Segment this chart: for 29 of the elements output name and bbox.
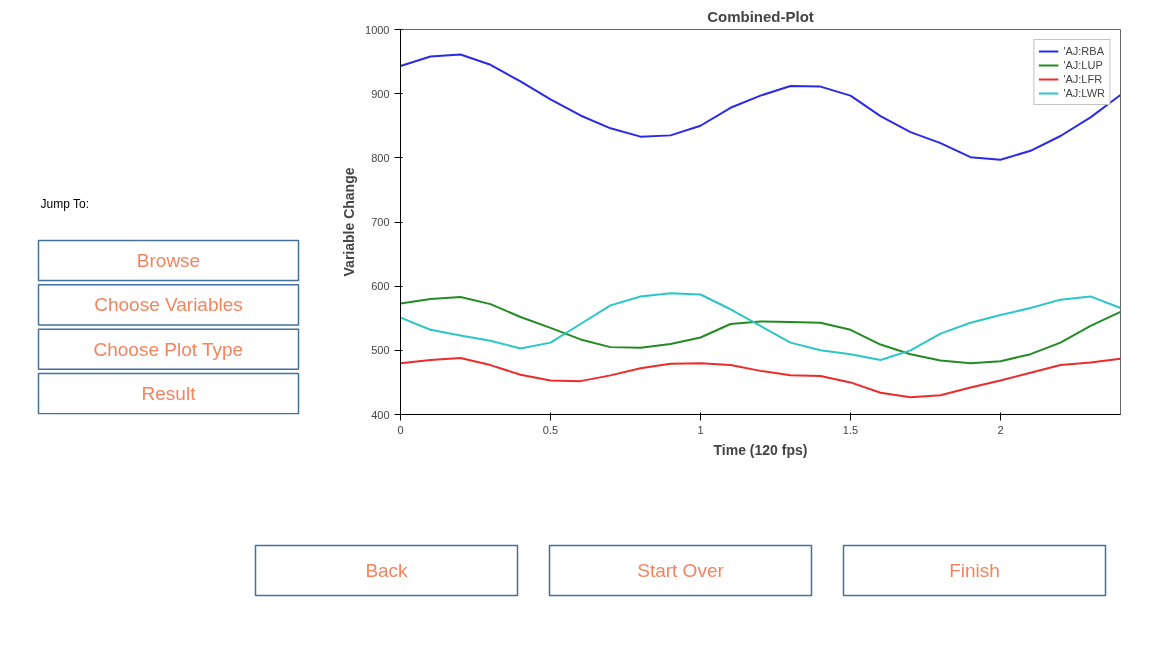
y-tick-label: 800 [371,151,390,164]
line-series [400,53,1121,161]
y-axis-title: Variable Change [341,167,358,277]
legend-label: 'AJ:LWR [1063,86,1105,100]
y-tick-label: 900 [371,87,390,100]
x-tick-label: 1.5 [842,423,859,436]
legend-label: 'AJ:LUP [1063,58,1103,72]
legend-label: 'AJ:RBA [1063,44,1104,58]
text: Jump To: [40,196,89,211]
x-tick-label: 1 [697,423,704,436]
chart-title: Combined-Plot [707,7,814,25]
x-tick-label: 0 [397,423,404,436]
y-tick-label: 1000 [365,23,390,36]
line-series [400,357,1121,399]
x-tick-label: 0.5 [542,423,559,436]
text: Browse [136,250,201,271]
text: Back [365,560,409,581]
text: Choose Variables [94,294,243,316]
y-tick-label: 700 [371,216,390,228]
y-tick-label: 400 [371,408,390,421]
text: Finish [949,560,1000,581]
y-tick-label: 500 [371,344,390,357]
text: Result [141,383,197,405]
text: Start Over [637,560,725,581]
y-tick-label: 600 [371,280,390,293]
legend-label: 'AJ:LFR [1063,72,1103,86]
x-tick-label: 2 [997,423,1004,436]
text: Choose Plot Type [93,338,244,360]
x-axis-title: Time (120 fps) [713,441,808,458]
